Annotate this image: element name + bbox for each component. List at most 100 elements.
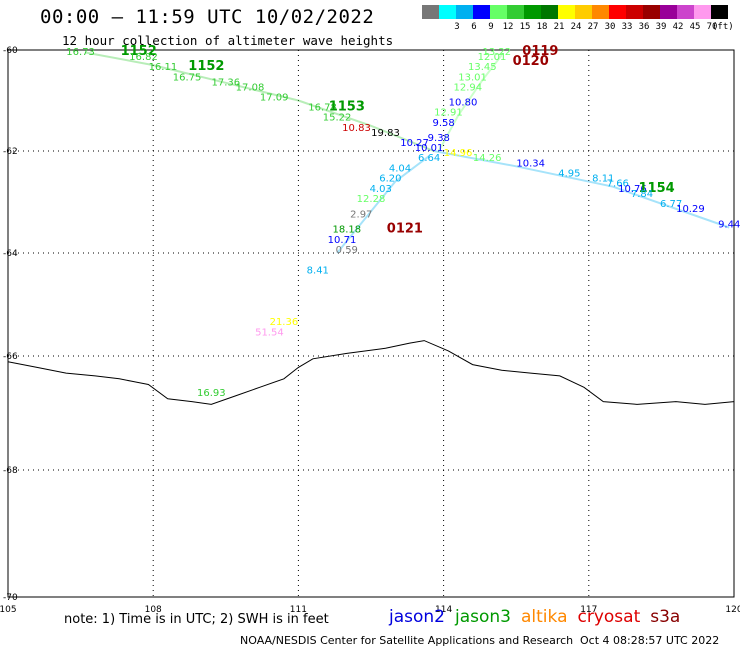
coastline: [7, 340, 735, 405]
colorbar-label: 6: [471, 22, 477, 32]
colorbar-swatch: [694, 5, 711, 19]
wave-height-label: 14.26: [473, 153, 502, 164]
wave-height-label: 4.04: [389, 163, 411, 174]
wave-height-label: 7.84: [631, 189, 653, 200]
wave-height-label: 13.01: [458, 72, 487, 83]
wave-height-label: 16.78: [308, 103, 337, 114]
colorbar-label: 24: [570, 22, 582, 32]
wave-height-label: 10.71: [328, 235, 357, 246]
wave-height-label: 18.18: [332, 225, 361, 236]
wave-height-label: 19.83: [371, 128, 400, 139]
wave-height-label: 10.01: [415, 143, 444, 154]
wave-height-label: 10.34: [516, 158, 545, 169]
lat-tick-label: -64: [3, 249, 18, 259]
colorbar-label: 42: [672, 22, 684, 32]
lon-tick-label: 117: [580, 605, 597, 615]
colorbar-label: 27: [587, 22, 599, 32]
colorbar-label: 45: [689, 22, 701, 32]
wave-height-label: 6.77: [660, 199, 682, 210]
colorbar-swatch: [490, 5, 507, 19]
colorbar-swatch: [643, 5, 660, 19]
colorbar-label: 15: [519, 22, 531, 32]
pass-time-label: 0119: [522, 44, 558, 59]
colorbar-swatch: [711, 5, 728, 19]
wave-height-label: 6.20: [379, 174, 401, 185]
colorbar-swatch: [456, 5, 473, 19]
wave-height-label: 9.44: [718, 220, 740, 231]
satellite-label-jason3: jason3: [455, 607, 511, 627]
colorbar-label: 12: [502, 22, 514, 32]
colorbar-label: 33: [621, 22, 633, 32]
colorbar-label: 30: [604, 22, 616, 32]
colorbar-swatch: [473, 5, 490, 19]
wave-height-label: 0.59: [336, 245, 358, 256]
lon-tick-label: 111: [290, 605, 307, 615]
wave-height-label: 21.36: [270, 317, 299, 328]
satellite-label-cryosat: cryosat: [577, 607, 641, 627]
lat-tick-label: -68: [3, 466, 18, 476]
wave-height-label: 10.80: [449, 98, 478, 109]
page-title: 00:00 – 11:59 UTC 10/02/2022: [40, 6, 375, 28]
lon-tick-label: 114: [435, 605, 452, 615]
colorbar-swatch: [592, 5, 609, 19]
wave-height-label: 8.11: [592, 174, 614, 185]
wave-height-label: 12.91: [434, 108, 463, 119]
colorbar-swatch: [439, 5, 456, 19]
wave-height-label: 10.29: [676, 204, 705, 215]
wave-height-label: 9.58: [432, 118, 454, 129]
colorbar-swatch: [558, 5, 575, 19]
colorbar-swatch: [677, 5, 694, 19]
colorbar-label: 18: [536, 22, 548, 32]
wave-height-label: 9.38: [428, 133, 450, 144]
lon-tick-label: 120: [725, 605, 740, 615]
satellite-track: [336, 155, 430, 254]
colorbar-swatch: [609, 5, 626, 19]
pass-time-label: 0121: [387, 222, 423, 237]
satellite-label-s3a: s3a: [650, 607, 681, 627]
wave-height-label: 8.41: [307, 266, 329, 277]
colorbar-swatch: [541, 5, 558, 19]
page-subtitle: 12 hour collection of altimeter wave hei…: [62, 33, 394, 48]
wave-height-label: 13.45: [468, 62, 497, 73]
colorbar-swatch: [524, 5, 541, 19]
colorbar-swatch: [626, 5, 643, 19]
footer-timestamp: Oct 4 08:28:57 UTC 2022: [580, 634, 720, 647]
wave-height-label: 14.96: [444, 148, 473, 159]
colorbar-label: 36: [638, 22, 650, 32]
satellite-track: [433, 150, 730, 229]
pass-time-label: 1154: [639, 181, 675, 196]
wave-height-label: 16.11: [149, 62, 178, 73]
colorbar-unit: (ft): [712, 22, 734, 32]
colorbar-label: 3: [454, 22, 460, 32]
pass-time-label: 1152: [188, 59, 224, 74]
colorbar-swatch: [575, 5, 592, 19]
colorbar-swatch: [422, 5, 439, 19]
lon-tick-label: 108: [145, 605, 162, 615]
wave-height-label: 4.03: [370, 184, 392, 195]
colorbar-swatch: [660, 5, 677, 19]
satellite-legend: jason2 jason3 altika cryosat s3a: [389, 607, 690, 627]
colorbar-label: 9: [488, 22, 494, 32]
wave-height-label: 16.75: [173, 72, 202, 83]
wave-height-label: 13.22: [482, 47, 511, 58]
wave-height-label: 6.64: [418, 153, 440, 164]
wave-height-label: 12.94: [453, 82, 482, 93]
wave-height-label: 17.09: [260, 93, 289, 104]
wave-height-label: 16.93: [197, 388, 226, 399]
lat-tick-label: -66: [3, 352, 18, 362]
wave-height-label: 17.36: [211, 77, 240, 88]
colorbar-label: 21: [553, 22, 565, 32]
lon-tick-label: 105: [0, 605, 17, 615]
wave-height-label: 7.66: [607, 179, 629, 190]
map-frame: [7, 49, 735, 598]
satellite-track: [437, 54, 503, 152]
satellite-label-altika: altika: [521, 607, 568, 627]
satellite-track: [85, 51, 435, 152]
lat-tick-label: -60: [3, 46, 18, 56]
wave-height-label: 10.27: [400, 138, 429, 149]
wave-height-label: 51.54: [255, 327, 284, 338]
colorbar-swatch: [507, 5, 524, 19]
footer-credit: NOAA/NESDIS Center for Satellite Applica…: [240, 634, 574, 647]
